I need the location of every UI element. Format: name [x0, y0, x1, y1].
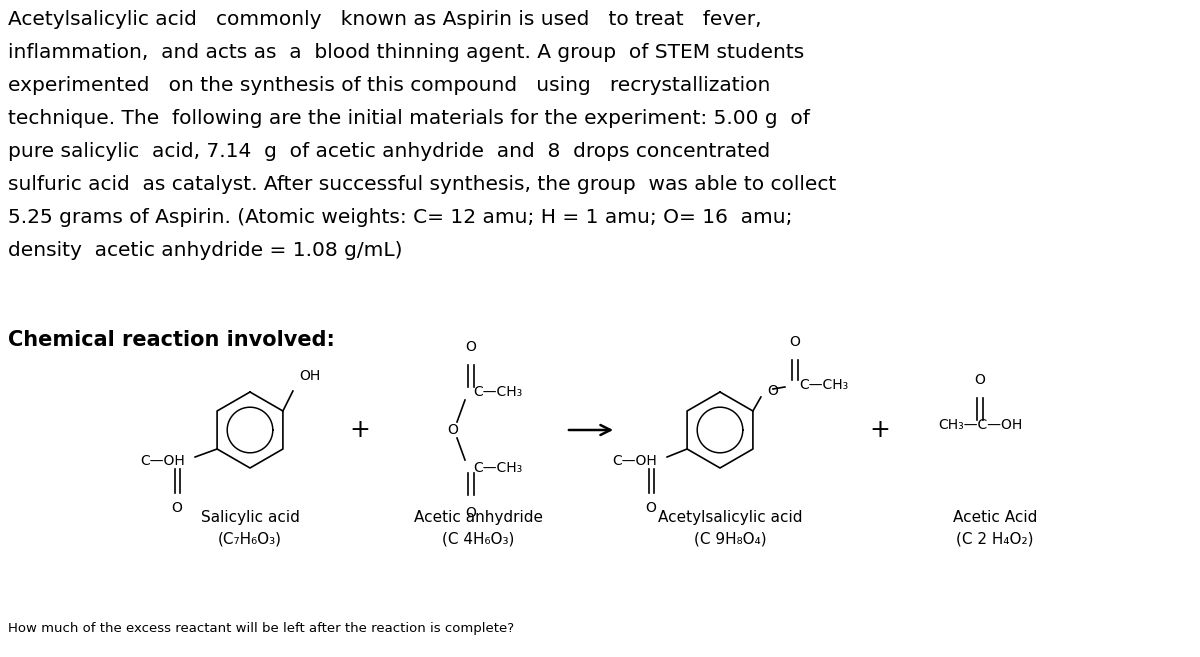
Text: Acetylsalicylic acid   commonly   known as Aspirin is used   to treat   fever,: Acetylsalicylic acid commonly known as A…: [8, 10, 762, 29]
Text: O: O: [466, 506, 476, 520]
Text: +: +: [349, 418, 371, 442]
Text: C—CH₃: C—CH₃: [473, 385, 522, 399]
Text: density  acetic anhydride = 1.08 g/mL): density acetic anhydride = 1.08 g/mL): [8, 241, 402, 260]
Text: pure salicylic  acid, 7.14  g  of acetic anhydride  and  8  drops concentrated: pure salicylic acid, 7.14 g of acetic an…: [8, 142, 770, 161]
Text: O: O: [790, 335, 800, 349]
Text: O: O: [767, 384, 778, 398]
Text: O: O: [466, 340, 476, 354]
Text: experimented   on the synthesis of this compound   using   recrystallization: experimented on the synthesis of this co…: [8, 76, 770, 95]
Text: technique. The  following are the initial materials for the experiment: 5.00 g  : technique. The following are the initial…: [8, 109, 810, 128]
Text: +: +: [870, 418, 890, 442]
Text: C—CH₃: C—CH₃: [799, 378, 848, 392]
Text: sulfuric acid  as catalyst. After successful synthesis, the group  was able to c: sulfuric acid as catalyst. After success…: [8, 175, 836, 194]
Text: CH₃—C—OH: CH₃—C—OH: [938, 418, 1022, 432]
Text: O: O: [646, 501, 656, 515]
Text: Acetylsalicylic acid: Acetylsalicylic acid: [658, 510, 803, 525]
Text: (C₇H₆O₃): (C₇H₆O₃): [218, 532, 282, 547]
Text: O: O: [448, 423, 458, 437]
Text: inflammation,  and acts as  a  blood thinning agent. A group  of STEM students: inflammation, and acts as a blood thinni…: [8, 43, 804, 62]
Text: How much of the excess reactant will be left after the reaction is complete?: How much of the excess reactant will be …: [8, 622, 514, 635]
Text: O: O: [974, 373, 985, 387]
Text: Chemical reaction involved:: Chemical reaction involved:: [8, 330, 335, 350]
Text: C—CH₃: C—CH₃: [473, 461, 522, 475]
Text: Salicylic acid: Salicylic acid: [200, 510, 300, 525]
Text: Acetic anhydride: Acetic anhydride: [414, 510, 542, 525]
Text: C—OH: C—OH: [140, 454, 185, 468]
Text: Acetic Acid: Acetic Acid: [953, 510, 1037, 525]
Text: OH: OH: [299, 369, 320, 383]
Text: C—OH: C—OH: [612, 454, 658, 468]
Text: O: O: [172, 501, 182, 515]
Text: (C 2 H₄O₂): (C 2 H₄O₂): [956, 532, 1033, 547]
Text: 5.25 grams of Aspirin. (Atomic weights: C= 12 amu; H = 1 amu; O= 16  amu;: 5.25 grams of Aspirin. (Atomic weights: …: [8, 208, 792, 227]
Text: (C 4H₆O₃): (C 4H₆O₃): [442, 532, 514, 547]
Text: (C 9H₈O₄): (C 9H₈O₄): [694, 532, 767, 547]
